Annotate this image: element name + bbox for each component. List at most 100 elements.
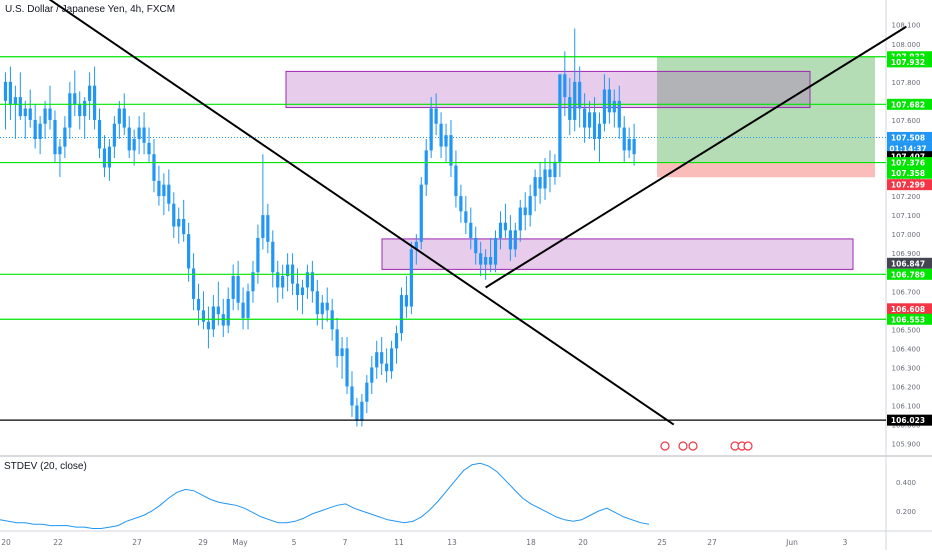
price-tick-label: 107.600 (892, 117, 921, 125)
candle-body (409, 249, 413, 307)
candle-body (385, 363, 389, 372)
candle-body (251, 272, 255, 292)
candle-body (117, 108, 121, 124)
candle-body (632, 138, 636, 155)
candle-body (112, 123, 116, 147)
candle-body (488, 257, 493, 265)
candle-body (127, 127, 131, 151)
candle-body (325, 302, 329, 311)
candle-body (389, 348, 394, 372)
time-tick-label: 22 (53, 538, 63, 547)
chart-title: U.S. Dollar / Japanese Yen, 4h, FXCM (5, 4, 176, 15)
candle-body (464, 211, 468, 223)
price-label-box (887, 142, 932, 154)
candle-body (513, 230, 517, 250)
candle-body (266, 215, 270, 242)
candle-body (399, 295, 404, 334)
candle-body (543, 169, 547, 189)
ascending-trendline (485, 25, 907, 289)
candle-body (246, 291, 250, 318)
candle-body (538, 177, 542, 189)
candle-body (449, 135, 453, 166)
time-tick-label: 29 (198, 538, 208, 547)
candle-body (493, 237, 498, 265)
candle-body (340, 348, 344, 357)
price-label-box (887, 151, 932, 163)
candle-body (454, 165, 458, 197)
price-tick-label: 106.400 (892, 345, 921, 353)
indicator-title: STDEV (20, close) (4, 461, 87, 472)
price-tick-label: 108.100 (892, 22, 921, 30)
candle-body (107, 146, 112, 168)
candle-body (167, 184, 171, 204)
levels-layer (0, 56, 886, 421)
candle-body (241, 302, 245, 318)
price-axis: 108.100108.000107.900107.800107.700107.6… (887, 22, 932, 449)
price-label-box (887, 56, 932, 68)
candle-body (528, 196, 532, 216)
price-label: 107.682 (891, 100, 925, 109)
event-icon (678, 441, 688, 451)
candle-body (276, 272, 280, 288)
candle-body (469, 222, 473, 238)
candle-body (419, 184, 423, 242)
candle-body (142, 127, 146, 143)
candle-body (404, 295, 409, 307)
candle-body (503, 222, 508, 231)
candle-body (177, 218, 181, 227)
candle-body (365, 382, 369, 402)
candle-body (102, 148, 107, 168)
candle-body (122, 108, 126, 128)
price-label: 106.789 (891, 270, 925, 279)
price-label-box (887, 98, 932, 110)
candle-body (479, 253, 483, 265)
time-tick-label: 3 (843, 538, 848, 547)
price-label-box (887, 131, 932, 143)
candle-body (216, 306, 220, 315)
event-icon (688, 441, 698, 451)
candle-body (256, 237, 260, 273)
candle-body (355, 405, 359, 421)
candle-body (592, 112, 597, 139)
candle-body (444, 135, 448, 147)
price-label: 107.932 (891, 58, 925, 67)
price-label: 106.553 (891, 315, 925, 324)
event-markers (660, 441, 753, 451)
candle-body (484, 257, 488, 265)
candle-body (236, 276, 240, 303)
candle-body (350, 386, 354, 406)
candle-body (3, 81, 8, 101)
candle-body (597, 123, 602, 139)
candle-body (261, 215, 265, 238)
candle-body (38, 123, 42, 139)
candle-body (182, 218, 186, 235)
price-tick-label: 108.000 (892, 41, 921, 49)
price-label-box (887, 179, 932, 191)
candle-body (295, 283, 300, 296)
candle-body (380, 352, 384, 364)
time-tick-label: 20 (578, 538, 588, 547)
time-tick-label: Jun (785, 538, 798, 547)
stop-loss-zone (657, 162, 875, 178)
candle-body (43, 108, 47, 124)
candles-layer (3, 28, 636, 427)
event-icon (660, 441, 670, 451)
candle-body (345, 348, 349, 387)
candle-body (563, 74, 567, 98)
candle-body (162, 184, 166, 197)
price-label-box (887, 157, 932, 169)
price-tick-label: 106.200 (892, 383, 921, 391)
price-tick-label: 107.800 (892, 79, 921, 87)
price-label: 106.023 (891, 416, 925, 425)
candle-body (68, 93, 72, 128)
candle-body (508, 230, 512, 250)
time-tick-label: 7 (343, 538, 348, 547)
price-label: 106.847 (891, 259, 925, 268)
price-label: 01:14:37 (889, 144, 926, 153)
candle-body (231, 276, 235, 299)
time-tick-label: 27 (707, 538, 717, 547)
price-label-box (887, 257, 932, 269)
candle-body (300, 287, 305, 296)
